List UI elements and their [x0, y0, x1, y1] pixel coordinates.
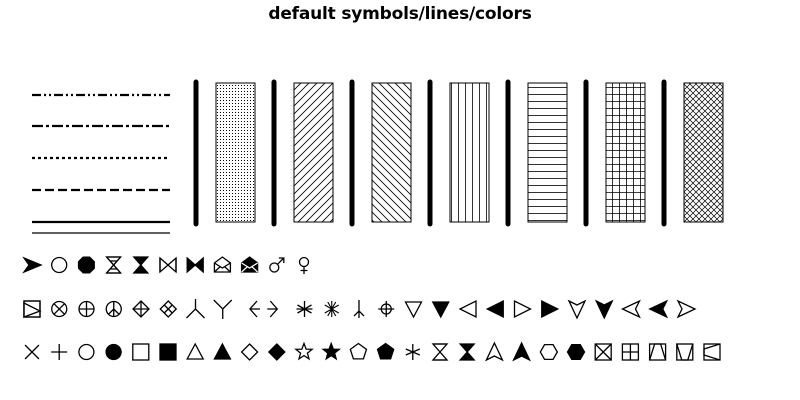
octagon-filled-icon — [79, 257, 95, 273]
circle-plus-icon — [79, 302, 94, 317]
envelope-filled-icon — [242, 257, 258, 272]
hourglass-filled-icon — [460, 344, 474, 360]
left-arrowhead-line-icon — [250, 301, 260, 317]
triangle-right-icon — [515, 301, 531, 317]
square-triangle-down-icon — [677, 344, 693, 360]
asterisk-icon — [297, 301, 313, 317]
pattern-swatch-crosshatch — [684, 83, 723, 222]
inverted-tripod-icon — [354, 300, 364, 318]
concave-up-filled-icon — [514, 343, 530, 360]
circle-icon — [79, 345, 94, 360]
concave-left-icon — [623, 301, 640, 317]
bowtie-icon — [160, 258, 176, 272]
tripod-icon — [187, 299, 205, 318]
diamond-plus-icon — [133, 301, 149, 317]
asterisk-bold-icon — [325, 301, 339, 317]
peace-icon — [106, 302, 121, 317]
triangle-down-filled-icon — [433, 302, 449, 317]
hourglass-x-icon — [107, 257, 121, 273]
diamond-filled-icon — [269, 344, 285, 360]
square-triangle-up-icon — [650, 344, 666, 360]
female-icon — [300, 258, 309, 275]
square-icon — [133, 344, 149, 360]
triangle-left-icon — [460, 301, 476, 317]
triangle-left-filled-icon — [487, 301, 503, 317]
concave-right-icon — [678, 301, 695, 317]
concave-up-icon — [486, 343, 502, 360]
envelope-icon — [214, 257, 230, 272]
square-triangle-left-icon — [704, 344, 720, 360]
arrowhead-right-icon — [24, 258, 41, 272]
triangle-right-filled-icon — [542, 301, 558, 317]
pattern-swatch-vertical — [450, 83, 489, 222]
circle-crosshair-icon — [378, 301, 394, 317]
square-filled-icon — [160, 344, 176, 360]
pattern-swatch-dots — [216, 83, 255, 222]
bowtie-filled-icon — [187, 258, 203, 272]
male-icon — [270, 258, 284, 272]
pattern-swatch-grid — [606, 83, 645, 222]
hexagon-icon — [540, 345, 557, 360]
pentagon-filled-icon — [378, 344, 394, 359]
hexagon-filled-icon — [568, 345, 585, 360]
x-icon — [25, 345, 39, 359]
hourglass-icon — [433, 344, 447, 360]
asterisk-thin-icon — [406, 344, 420, 360]
triangle-up-icon — [187, 344, 203, 359]
square-plus-icon — [622, 344, 638, 360]
hourglass-filled-icon — [134, 257, 148, 273]
star-icon — [296, 344, 312, 359]
pattern-swatch-diagonal-down — [372, 83, 411, 222]
pattern-swatch-diagonal-up — [294, 83, 333, 222]
circle-filled-icon — [106, 345, 121, 360]
triangle-down-icon — [406, 302, 422, 317]
pentagon-icon — [350, 344, 366, 359]
square-diagonal-triangle-icon — [24, 301, 40, 317]
plus-icon — [51, 344, 67, 360]
y-icon — [214, 300, 232, 319]
triangle-up-filled-icon — [214, 344, 230, 359]
concave-down-icon — [569, 301, 585, 318]
diamond-x-icon — [160, 301, 176, 317]
concave-left-filled-icon — [650, 301, 667, 317]
pattern-swatch-horizontal — [528, 83, 567, 222]
concave-down-filled-icon — [596, 301, 612, 318]
square-x-icon — [595, 344, 611, 360]
right-arrowhead-line-icon — [267, 301, 277, 317]
circle-x-icon — [52, 302, 67, 317]
star-filled-icon — [323, 344, 339, 359]
circle-icon — [52, 258, 67, 273]
diamond-icon — [242, 344, 258, 360]
